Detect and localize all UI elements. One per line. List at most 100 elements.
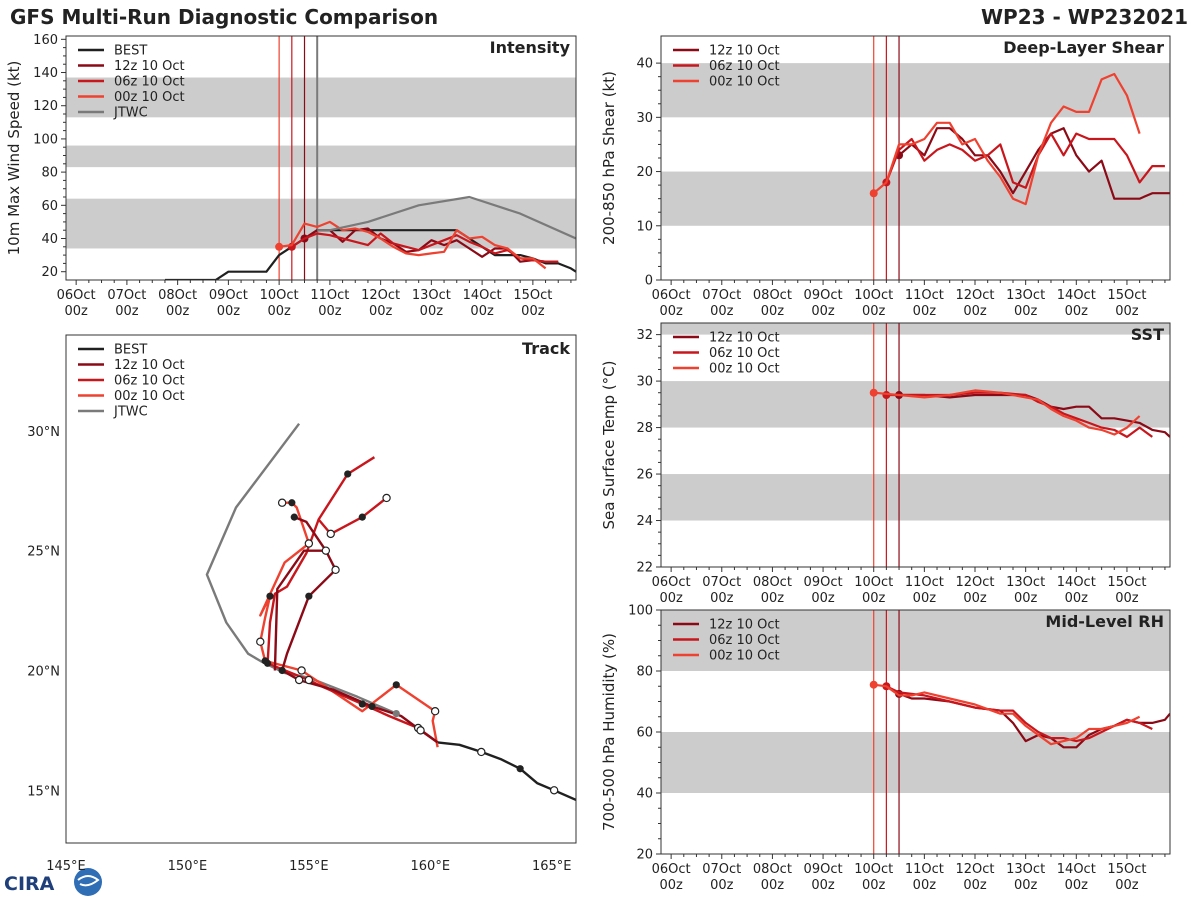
x-tick-label-hour: 00z — [761, 591, 785, 606]
legend-entry: JTWC — [113, 106, 148, 121]
x-tick-label-hour: 00z — [166, 304, 190, 319]
x-tick-label-hour: 00z — [963, 591, 987, 606]
x-tick-label-date: 06Oct — [652, 862, 691, 877]
legend-entry: 06z 10 Oct — [709, 633, 780, 648]
x-tick-label-hour: 00z — [1014, 591, 1038, 606]
x-tick-label-hour: 00z — [1115, 591, 1139, 606]
track-position-filled — [266, 592, 274, 600]
x-tick-label-date: 09Oct — [804, 575, 843, 590]
series-start-point — [869, 189, 878, 198]
panel-track: 145°E 150°E 155°E 160°E 165°E 15°N 20°N 25°N 30°… — [27, 334, 577, 874]
track-position-open — [294, 675, 304, 685]
legend-entry: JTWC — [113, 405, 148, 420]
series-line-06z-10-oct — [885, 132, 1165, 189]
x-tick-label-hour: 00z — [1065, 878, 1089, 893]
legend-entry: 00z 10 Oct — [114, 389, 185, 404]
track-line-12z-10-oct — [273, 549, 439, 744]
x-tick-label-date: 10Oct — [854, 288, 893, 303]
legend-entry: 06z 10 Oct — [114, 75, 185, 90]
track-position-open — [477, 747, 486, 757]
legend-entry: 12z 10 Oct — [114, 358, 185, 373]
track-position-filled — [278, 666, 286, 675]
x-tick-label-hour: 00z — [862, 591, 886, 606]
x-tick-label-hour: 00z — [913, 304, 937, 319]
panel-title: Intensity — [490, 38, 571, 57]
y-tick-label: 30°N — [27, 425, 60, 440]
track-position-filled — [358, 513, 366, 521]
x-tick-label-hour: 00z — [369, 304, 393, 319]
legend-entry: 12z 10 Oct — [709, 618, 780, 633]
x-tick-label-hour: 00z — [659, 304, 683, 319]
y-tick-label: 140 — [33, 66, 58, 81]
series-line-00z-10-oct — [873, 683, 1141, 746]
x-tick-label-hour: 00z — [811, 591, 835, 606]
x-tick-label-hour: 00z — [64, 304, 88, 319]
x-tick-label-hour: 00z — [659, 878, 683, 893]
x-tick-label-hour: 00z — [217, 304, 241, 319]
x-tick-label-date: 11Oct — [905, 862, 944, 877]
x-tick-label-hour: 00z — [1065, 304, 1089, 319]
y-tick-label: 20 — [41, 265, 58, 280]
plot-area — [661, 36, 1170, 280]
track-line-06z-10-oct — [266, 496, 439, 744]
shaded-band — [661, 171, 1170, 226]
track-position-filled — [368, 702, 376, 711]
legend-entry: 12z 10 Oct — [709, 331, 780, 346]
series-line-12z-10-oct — [898, 127, 1170, 200]
series-start-point — [869, 680, 878, 689]
shaded-band — [66, 198, 576, 249]
track-line-06z-10-oct-branch — [317, 456, 376, 521]
track-position-filled — [358, 700, 366, 708]
y-tick-label: 30 — [636, 375, 653, 390]
y-tick-label: 20 — [636, 848, 653, 863]
y-tick-label: 100 — [628, 604, 653, 619]
y-tick-label: 20°N — [27, 664, 60, 679]
plot-area — [66, 36, 576, 280]
cira-logo: CIRA — [4, 868, 102, 896]
x-tick-label-date: 13Oct — [1006, 288, 1045, 303]
x-tick-label-date: 09Oct — [209, 288, 248, 303]
y-tick-label: 40 — [636, 787, 653, 802]
track-position-filled — [344, 470, 352, 478]
shaded-band — [66, 77, 576, 118]
legend-entry: 00z 10 Oct — [709, 649, 780, 664]
legend-entry: 00z 10 Oct — [709, 362, 780, 377]
x-tick-label-date: 08Oct — [753, 575, 792, 590]
x-tick-label-hour: 00z — [811, 304, 835, 319]
y-tick-label: 30 — [636, 111, 653, 126]
x-tick-label-date: 15Oct — [1107, 288, 1146, 303]
x-tick-label-date: 06Oct — [57, 288, 96, 303]
plot-area — [661, 323, 1170, 567]
y-tick-label: 60 — [41, 199, 58, 214]
figure-title: GFS Multi-Run Diagnostic Comparison — [10, 5, 438, 29]
track-position-open — [331, 565, 340, 575]
legend-entry: 12z 10 Oct — [114, 59, 185, 74]
x-tick-label-date: 06Oct — [652, 575, 691, 590]
series-line-00z-10-oct — [873, 389, 1141, 436]
y-tick-label: 20 — [636, 165, 653, 180]
y-tick-label: 22 — [636, 561, 653, 576]
x-tick-label-date: 12Oct — [955, 288, 994, 303]
x-tick-label-hour: 00z — [267, 304, 291, 319]
x-tick-label-date: 07Oct — [702, 862, 741, 877]
cira-logo-swirl-icon — [77, 875, 100, 887]
y-tick-label: 15°N — [27, 784, 60, 799]
track-position-open — [304, 675, 314, 685]
track-position-filled — [392, 681, 400, 689]
x-tick-label-hour: 00z — [420, 304, 444, 319]
x-tick-label-hour: 00z — [811, 878, 835, 893]
x-tick-label-date: 09Oct — [804, 862, 843, 877]
axes-frame — [660, 322, 1171, 568]
panel-sst: 22242628303206Oct00z07Oct00z08Oct00z09Oc… — [600, 322, 1171, 606]
x-tick-label-date: 13Oct — [1006, 862, 1045, 877]
y-tick-label: 24 — [636, 514, 653, 529]
panel-title: Mid-Level RH — [1045, 612, 1164, 631]
x-tick-label-hour: 00z — [963, 878, 987, 893]
y-tick-label: 80 — [636, 665, 653, 680]
shaded-band — [661, 323, 1170, 335]
y-tick-label: 26 — [636, 468, 653, 483]
y-axis-label: 200-850 hPa Shear (kt) — [600, 71, 618, 245]
x-tick-label: 150°E — [168, 859, 208, 874]
y-tick-label: 80 — [41, 166, 58, 181]
